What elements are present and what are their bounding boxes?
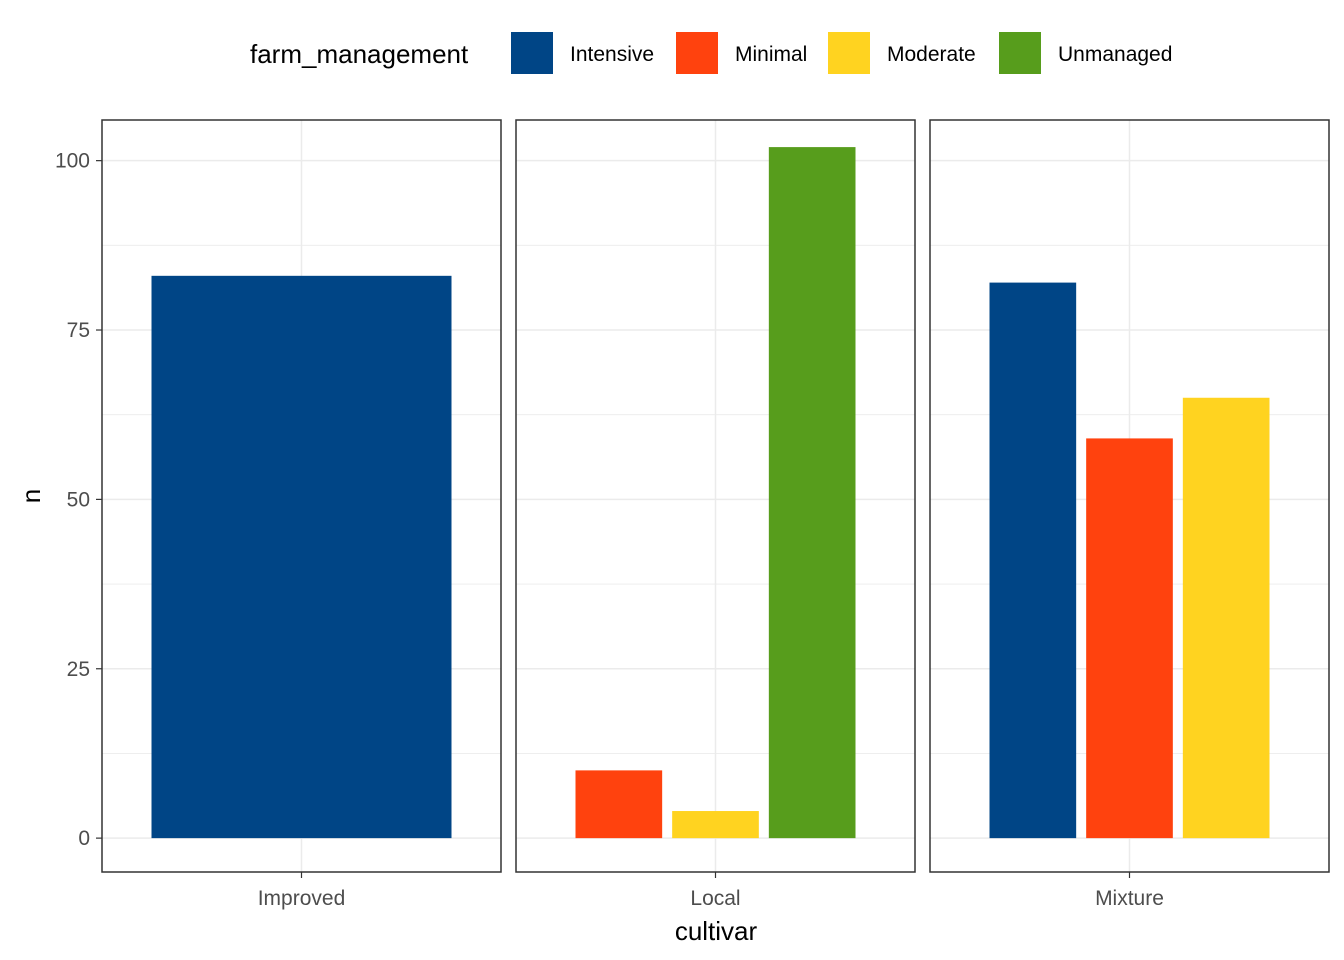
legend-label-minimal: Minimal	[735, 43, 807, 66]
y-tick-label: 25	[67, 658, 90, 681]
x-tick-label: Local	[690, 887, 740, 910]
panel-mixture: Mixture	[929, 119, 1330, 910]
panel-local: Local	[515, 119, 916, 910]
y-axis-title: n	[16, 489, 46, 503]
x-tick-label: Mixture	[1095, 887, 1164, 910]
bar-intensive	[989, 282, 1077, 839]
legend-label-unmanaged: Unmanaged	[1058, 43, 1172, 66]
legend-label-intensive: Intensive	[570, 43, 654, 66]
bar-unmanaged	[768, 147, 856, 839]
legend: farm_management Intensive Minimal Moderate…	[250, 32, 1172, 74]
bar-moderate	[672, 811, 759, 839]
legend-key-intensive	[511, 32, 553, 74]
bar-minimal	[575, 770, 663, 839]
legend-key-unmanaged	[999, 32, 1041, 74]
y-tick-label: 0	[78, 827, 90, 850]
x-tick-label: Improved	[258, 887, 346, 910]
legend-key-minimal	[676, 32, 718, 74]
bar-minimal	[1086, 438, 1173, 839]
y-tick-label: 50	[67, 488, 90, 511]
y-tick-label: 100	[55, 150, 90, 173]
legend-title: farm_management	[250, 39, 469, 69]
y-tick-label: 75	[67, 319, 90, 342]
y-axis: 0 25 50 75 100	[55, 150, 102, 850]
x-axis-title: cultivar	[675, 916, 758, 946]
legend-label-moderate: Moderate	[887, 43, 976, 66]
bar-moderate	[1182, 397, 1270, 839]
panel-improved: Improved	[101, 119, 502, 910]
bar-intensive	[151, 275, 452, 839]
legend-key-moderate	[828, 32, 870, 74]
